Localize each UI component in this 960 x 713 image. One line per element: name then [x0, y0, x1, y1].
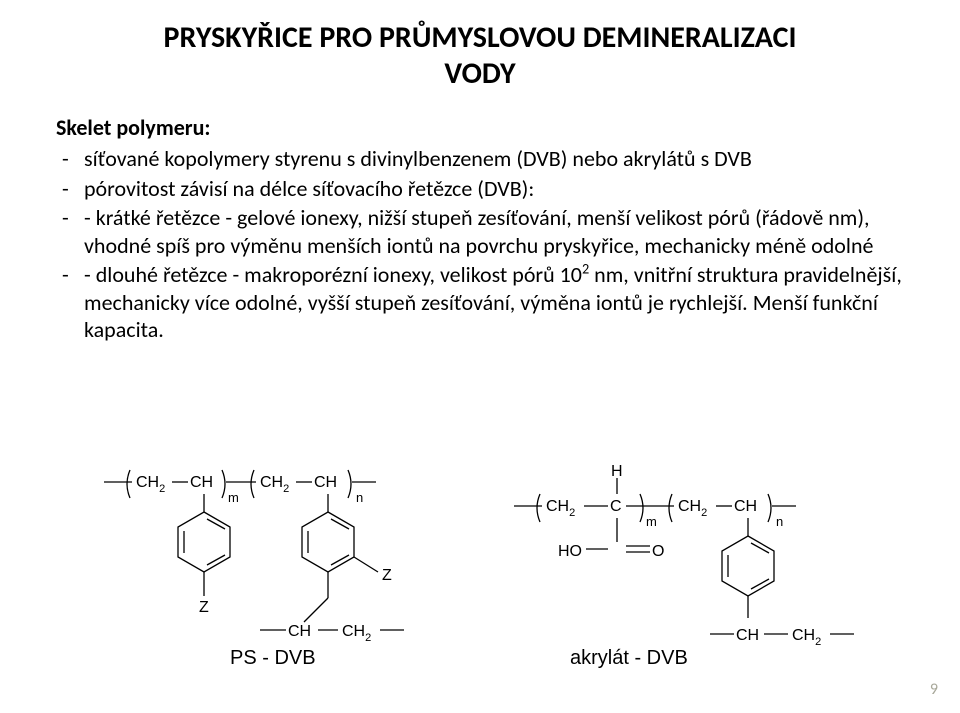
- tail-ch: CH: [736, 627, 759, 644]
- subscript-m: m: [646, 514, 657, 529]
- diagram-right-label: akrylát - DVB: [570, 647, 688, 669]
- ch-label: CH: [190, 474, 213, 491]
- z-label: Z: [382, 567, 392, 584]
- ch-label: CH: [734, 498, 757, 515]
- akrylat-dvb-structure: H CH2 C CH2 CH m n HO O CH CH2 akrylát -…: [500, 464, 940, 679]
- page-number: 9: [930, 680, 938, 699]
- subscript-m: m: [228, 490, 239, 505]
- bullet-item: síťované kopolymery styrenu s divinylben…: [56, 145, 904, 173]
- ho-label: HO: [558, 543, 582, 560]
- bullet-text: - dlouhé řetězce - makroporézní ionexy, …: [84, 261, 902, 343]
- bullet-item: pórovitost závisí na délce síťovacího ře…: [56, 175, 904, 203]
- title-line-1: PRYSKYŘICE PRO PRŮMYSLOVOU DEMINERALIZAC…: [164, 19, 797, 56]
- tail-ch2: CH2: [792, 627, 821, 648]
- subscript-n: n: [776, 514, 783, 529]
- slide-title: PRYSKYŘICE PRO PRŮMYSLOVOU DEMINERALIZAC…: [56, 20, 904, 92]
- bullet-text: síťované kopolymery styrenu s divinylben…: [84, 145, 752, 172]
- ch2-label: CH2: [260, 474, 289, 495]
- bullet-item: - dlouhé řetězce - makroporézní ionexy, …: [56, 261, 904, 344]
- o-label: O: [652, 543, 664, 560]
- ch-label: CH: [314, 474, 337, 491]
- slide: PRYSKYŘICE PRO PRŮMYSLOVOU DEMINERALIZAC…: [0, 0, 960, 713]
- h-label: H: [611, 464, 623, 480]
- ch2-label: CH2: [136, 474, 165, 495]
- subhead: Skelet polymeru:: [56, 114, 904, 141]
- bullet-text: - krátké řetězce - gelové ionexy, nižší …: [84, 204, 873, 259]
- bullet-item: - krátké řetězce - gelové ionexy, nižší …: [56, 204, 904, 259]
- tail-ch2: CH2: [342, 623, 371, 644]
- ch2-label: CH2: [546, 498, 575, 519]
- c-label: C: [610, 498, 622, 515]
- z-label: Z: [199, 599, 209, 616]
- diagram-left-label: PS - DVB: [230, 647, 316, 669]
- ps-dvb-structure: CH2 CH CH2 CH m n Z Z CH CH2 PS - DVB: [60, 464, 500, 679]
- title-line-2: VODY: [444, 55, 515, 92]
- bullet-list: síťované kopolymery styrenu s divinylben…: [56, 145, 904, 344]
- diagrams-area: CH2 CH CH2 CH m n Z Z CH CH2 PS - DVB: [0, 464, 960, 679]
- tail-ch: CH: [288, 623, 311, 640]
- bullet-text: pórovitost závisí na délce síťovacího ře…: [84, 175, 534, 202]
- ch2-label: CH2: [678, 498, 707, 519]
- subscript-n: n: [356, 490, 363, 505]
